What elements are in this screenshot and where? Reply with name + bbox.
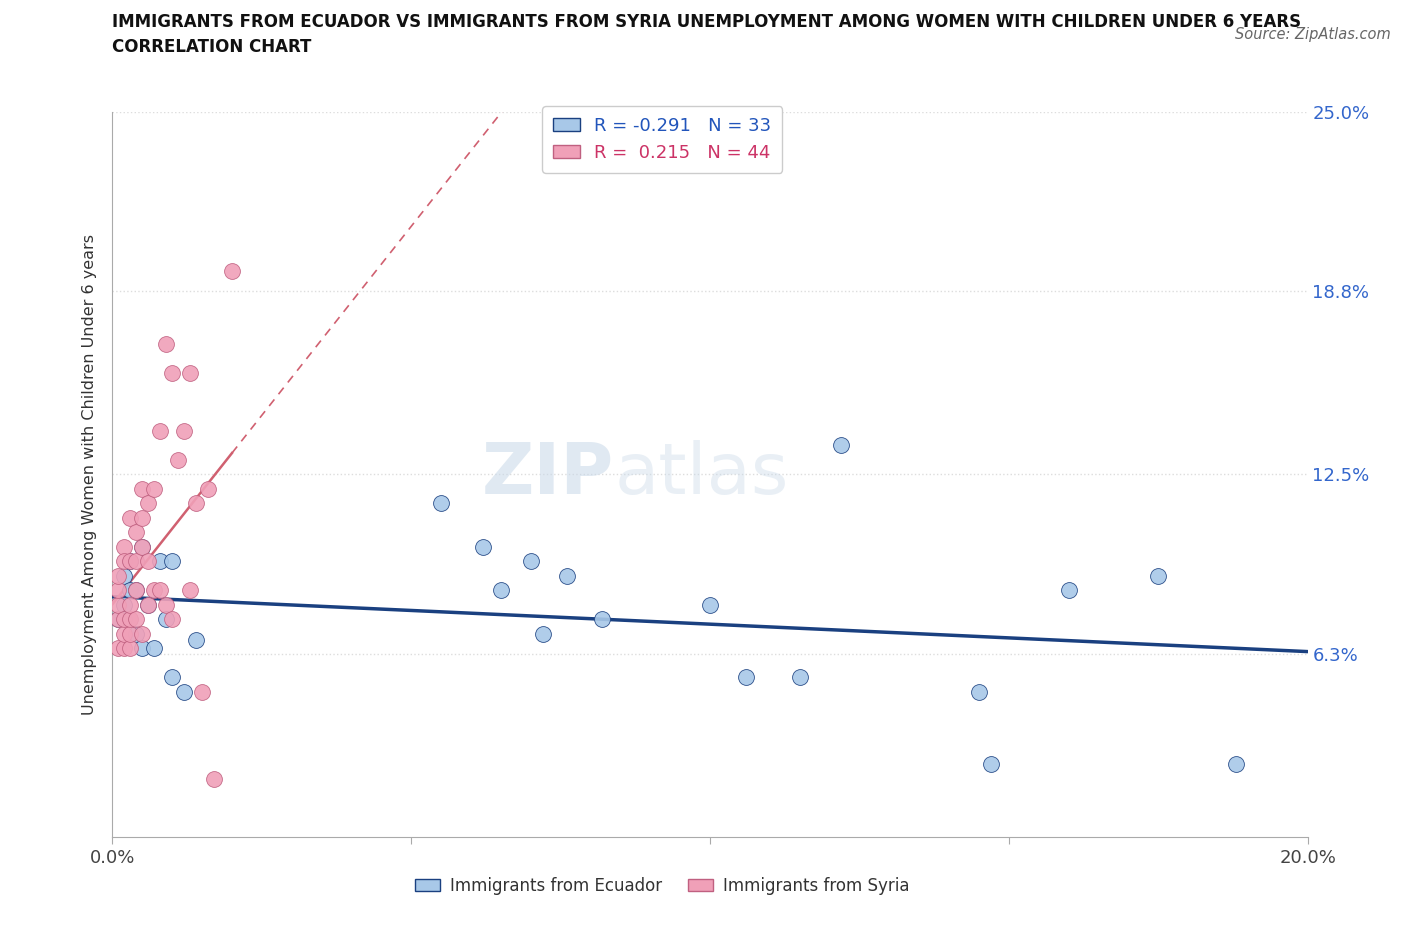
Point: [472, 539, 495, 554]
Point: [520, 554, 543, 569]
Y-axis label: Unemployment Among Women with Children Under 6 years: Unemployment Among Women with Children U…: [82, 233, 97, 715]
Point: [138, 496, 160, 511]
Point: [114, 641, 135, 656]
Point: [430, 496, 453, 511]
Point: [131, 627, 153, 642]
Point: [125, 554, 148, 569]
Point: [1057, 583, 1080, 598]
Point: [162, 554, 183, 569]
Point: [120, 597, 142, 612]
Point: [162, 365, 183, 380]
Point: [138, 597, 160, 612]
Point: [131, 539, 153, 554]
Point: [107, 612, 129, 627]
Point: [162, 612, 183, 627]
Point: [980, 757, 1002, 772]
Point: [149, 583, 172, 598]
Point: [1147, 568, 1170, 583]
Point: [831, 438, 853, 453]
Text: Source: ZipAtlas.com: Source: ZipAtlas.com: [1234, 27, 1391, 42]
Point: [114, 568, 135, 583]
Point: [173, 684, 195, 699]
Point: [149, 554, 172, 569]
Point: [138, 554, 160, 569]
Point: [531, 627, 554, 642]
Point: [114, 627, 135, 642]
Point: [699, 597, 721, 612]
Point: [120, 641, 142, 656]
Point: [155, 337, 177, 352]
Point: [221, 264, 243, 279]
Point: [735, 670, 758, 684]
Text: ZIP: ZIP: [482, 440, 614, 509]
Point: [107, 612, 129, 627]
Point: [162, 670, 183, 684]
Point: [789, 670, 811, 684]
Point: [125, 612, 148, 627]
Point: [125, 583, 148, 598]
Point: [114, 612, 135, 627]
Point: [107, 597, 129, 612]
Point: [143, 641, 166, 656]
Point: [107, 641, 129, 656]
Point: [167, 452, 190, 467]
Point: [125, 525, 148, 539]
Point: [131, 539, 153, 554]
Text: CORRELATION CHART: CORRELATION CHART: [112, 38, 312, 56]
Point: [186, 632, 208, 647]
Point: [120, 627, 142, 642]
Point: [131, 641, 153, 656]
Point: [131, 511, 153, 525]
Point: [114, 597, 135, 612]
Point: [555, 568, 578, 583]
Point: [114, 554, 135, 569]
Point: [120, 612, 142, 627]
Point: [967, 684, 990, 699]
Point: [179, 365, 201, 380]
Point: [125, 583, 148, 598]
Point: [173, 423, 195, 438]
Point: [120, 554, 142, 569]
Point: [114, 539, 135, 554]
Point: [107, 568, 129, 583]
Point: [186, 496, 208, 511]
Text: IMMIGRANTS FROM ECUADOR VS IMMIGRANTS FROM SYRIA UNEMPLOYMENT AMONG WOMEN WITH C: IMMIGRANTS FROM ECUADOR VS IMMIGRANTS FR…: [112, 13, 1302, 31]
Point: [202, 772, 225, 787]
Point: [155, 612, 177, 627]
Legend: Immigrants from Ecuador, Immigrants from Syria: Immigrants from Ecuador, Immigrants from…: [409, 870, 915, 901]
Point: [155, 597, 177, 612]
Point: [149, 423, 172, 438]
Point: [138, 597, 160, 612]
Point: [592, 612, 614, 627]
Point: [120, 511, 142, 525]
Point: [197, 482, 219, 497]
Text: atlas: atlas: [614, 440, 789, 509]
Point: [120, 554, 142, 569]
Point: [120, 583, 142, 598]
Point: [107, 583, 129, 598]
Point: [191, 684, 214, 699]
Point: [179, 583, 201, 598]
Point: [131, 482, 153, 497]
Point: [125, 627, 148, 642]
Point: [1225, 757, 1247, 772]
Point: [489, 583, 512, 598]
Point: [143, 482, 166, 497]
Point: [143, 583, 166, 598]
